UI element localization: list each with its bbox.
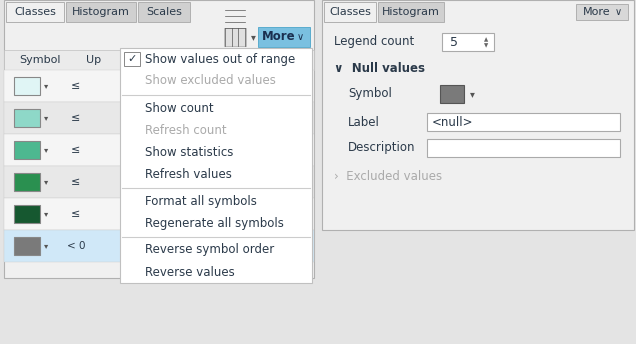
- Text: Up: Up: [86, 55, 101, 65]
- Text: Description: Description: [348, 141, 415, 154]
- Bar: [258, 27, 310, 47]
- Text: Scales: Scales: [146, 7, 182, 17]
- Bar: [138, 2, 190, 22]
- Text: Histogram: Histogram: [382, 7, 440, 17]
- Text: ≤: ≤: [71, 209, 81, 219]
- Text: ›  Excluded values: › Excluded values: [334, 170, 442, 183]
- Text: More: More: [583, 7, 611, 17]
- Bar: [224, 28, 246, 46]
- Text: ▲: ▲: [484, 37, 488, 43]
- Bar: [124, 52, 140, 66]
- Text: ≤: ≤: [71, 145, 81, 155]
- Bar: [4, 166, 314, 198]
- Text: ▾: ▾: [44, 241, 48, 250]
- Bar: [66, 2, 136, 22]
- Text: Format all symbols: Format all symbols: [145, 194, 257, 207]
- Text: Classes: Classes: [329, 7, 371, 17]
- Bar: [4, 0, 314, 278]
- Text: ≤: ≤: [71, 113, 81, 123]
- Text: <null>: <null>: [432, 116, 473, 129]
- Text: ▾: ▾: [469, 89, 474, 99]
- Text: Regenerate all symbols: Regenerate all symbols: [145, 216, 284, 229]
- Text: ▾: ▾: [44, 178, 48, 186]
- Bar: [14, 205, 40, 223]
- Bar: [4, 134, 314, 166]
- Bar: [14, 173, 40, 191]
- Text: Classes: Classes: [14, 7, 56, 17]
- Bar: [324, 2, 376, 22]
- Text: 5: 5: [450, 35, 458, 49]
- Bar: [576, 4, 628, 20]
- Text: ▾: ▾: [44, 146, 48, 154]
- Text: Show statistics: Show statistics: [145, 146, 233, 159]
- Text: Show count: Show count: [145, 101, 214, 115]
- Text: < 0: < 0: [67, 241, 85, 251]
- Text: ▾: ▾: [44, 82, 48, 90]
- Text: ▼: ▼: [484, 43, 488, 49]
- Bar: [378, 2, 444, 22]
- Text: Show values out of range: Show values out of range: [145, 53, 295, 65]
- Text: ✓: ✓: [127, 54, 137, 64]
- Bar: [120, 48, 312, 283]
- Text: Symbol: Symbol: [19, 55, 61, 65]
- Text: Legend count: Legend count: [334, 35, 414, 49]
- Bar: [14, 109, 40, 127]
- Bar: [14, 237, 40, 255]
- Bar: [440, 85, 464, 103]
- Text: Symbol: Symbol: [348, 87, 392, 100]
- Bar: [14, 141, 40, 159]
- Bar: [4, 102, 314, 134]
- Text: ∨  Null values: ∨ Null values: [334, 62, 425, 75]
- Text: Refresh values: Refresh values: [145, 168, 232, 181]
- Text: ∨: ∨: [614, 7, 621, 17]
- Bar: [14, 77, 40, 95]
- Text: Refresh count: Refresh count: [145, 123, 226, 137]
- Text: ≤: ≤: [71, 81, 81, 91]
- Text: Reverse values: Reverse values: [145, 266, 235, 279]
- Bar: [427, 139, 620, 157]
- Text: ▾: ▾: [44, 209, 48, 218]
- Text: Histogram: Histogram: [72, 7, 130, 17]
- Bar: [4, 70, 314, 102]
- Bar: [427, 113, 620, 131]
- Bar: [4, 50, 314, 70]
- Bar: [6, 2, 64, 22]
- Text: Label: Label: [348, 116, 380, 129]
- Text: ▾: ▾: [251, 32, 256, 42]
- Bar: [322, 0, 634, 230]
- Text: ▾: ▾: [44, 114, 48, 122]
- Bar: [442, 33, 494, 51]
- Text: ∨: ∨: [296, 32, 303, 42]
- Text: Show excluded values: Show excluded values: [145, 75, 276, 87]
- Bar: [4, 198, 314, 230]
- Text: More: More: [262, 31, 296, 43]
- Text: ≤: ≤: [71, 177, 81, 187]
- Text: Reverse symbol order: Reverse symbol order: [145, 244, 274, 257]
- Bar: [4, 230, 314, 262]
